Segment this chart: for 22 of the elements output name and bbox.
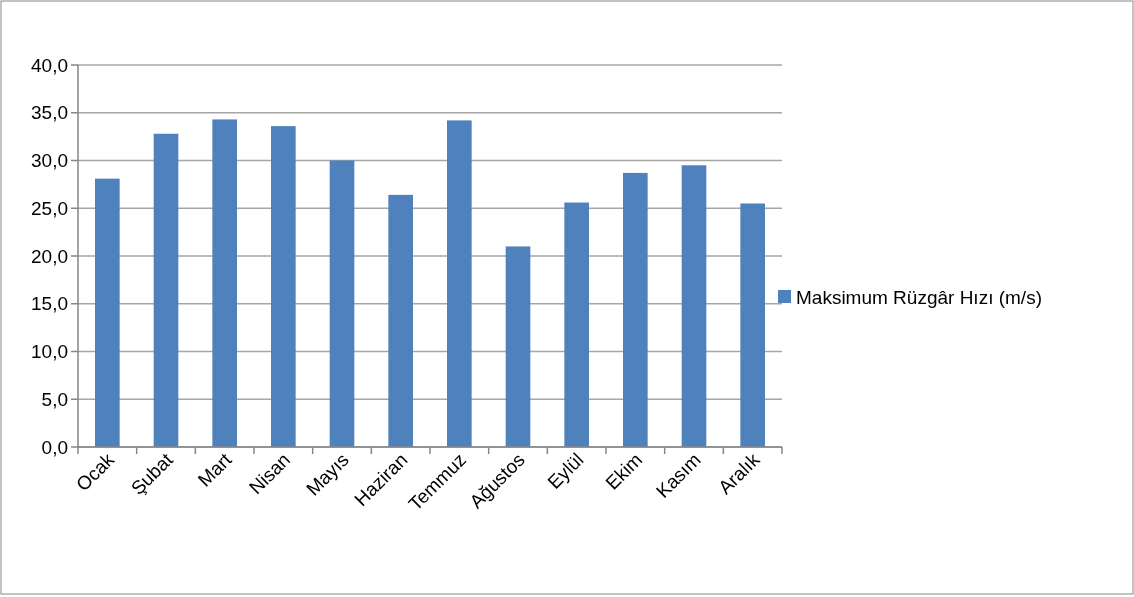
y-tick-label: 10,0 <box>31 341 68 363</box>
bar <box>153 133 179 447</box>
y-tick-label: 15,0 <box>31 293 68 315</box>
bar <box>623 172 648 447</box>
bar <box>95 178 120 447</box>
bar <box>388 194 413 447</box>
bar <box>740 203 765 447</box>
bar <box>212 119 237 447</box>
bar <box>681 165 707 447</box>
y-tick-label: 20,0 <box>31 245 68 267</box>
y-tick-label: 30,0 <box>31 150 68 172</box>
bar <box>505 246 531 447</box>
bar <box>329 160 355 447</box>
bar <box>447 120 472 447</box>
y-tick-label: 25,0 <box>31 197 68 219</box>
y-tick-label: 35,0 <box>31 102 68 124</box>
y-tick-label: 0,0 <box>41 436 68 458</box>
y-tick-label: 40,0 <box>31 54 68 76</box>
legend-label: Maksimum Rüzgâr Hızı (m/s) <box>796 286 1042 308</box>
y-tick-label: 5,0 <box>41 388 68 410</box>
bar <box>564 202 589 447</box>
bar <box>271 126 296 447</box>
